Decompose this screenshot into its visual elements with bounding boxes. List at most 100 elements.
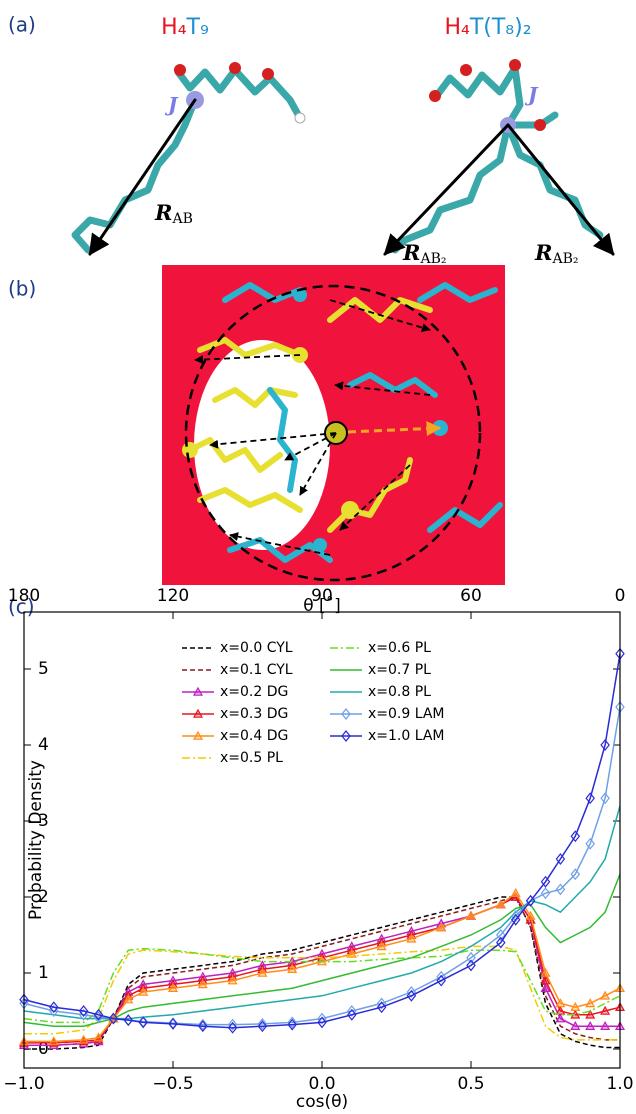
molecule-right (383, 59, 615, 256)
data-point (466, 959, 476, 972)
legend-label: x=0.6 PL (368, 640, 431, 656)
data-point (347, 1005, 357, 1017)
data-point (465, 910, 477, 920)
joint-label: J (164, 93, 179, 117)
data-point (570, 868, 581, 881)
series-line (24, 896, 620, 1050)
data-point (585, 792, 595, 805)
vector-label: RAB (154, 200, 193, 228)
vector-symbol: R (154, 200, 172, 225)
series (23, 947, 621, 1024)
vector-sub: AB (171, 211, 192, 227)
y-tick-label: 5 (38, 659, 49, 679)
data-point (198, 1018, 208, 1031)
data-point (436, 970, 446, 983)
legend-label: x=0.9 LAM (368, 706, 445, 722)
data-point (600, 1005, 611, 1015)
vector-symbol: R (402, 240, 420, 265)
axes-frame (23, 611, 621, 1069)
data-point (570, 1020, 581, 1030)
snapshot (162, 265, 505, 585)
legend: x=0.0 CYL x=0.1 CYL x=0.2 DG x=0.3 DG x=0.4 … (182, 640, 445, 766)
x-tick-label: 1.0 (606, 1074, 633, 1094)
series-line (24, 945, 620, 1041)
data-point (257, 1017, 268, 1030)
legend-label: x=0.4 DG (220, 728, 288, 744)
x-tick-label: 0.0 (308, 1074, 335, 1094)
x-tick-label: 0.5 (457, 1074, 484, 1094)
data-point (287, 963, 298, 973)
data-point (198, 1020, 208, 1033)
x-axis-label: cos(θ) (296, 1092, 348, 1112)
series-line (23, 873, 621, 1027)
data-point (346, 948, 357, 958)
label-part: T (469, 15, 484, 40)
x-tick-label: −0.5 (152, 1074, 193, 1094)
data-point (168, 1017, 178, 1030)
legend-label: x=0.5 PL (220, 750, 283, 766)
data-point (317, 1012, 327, 1025)
data-point (525, 910, 536, 920)
data-point (376, 997, 387, 1010)
legend-label: x=0.7 PL (368, 662, 431, 678)
top-tick-label: 0 (615, 586, 626, 606)
data-point (540, 975, 551, 985)
data-point (93, 1008, 104, 1021)
data-point (167, 982, 179, 992)
data-point (540, 967, 551, 977)
data-point (496, 929, 506, 941)
data-point (78, 1034, 89, 1044)
legend-label: x=0.1 CYL (220, 662, 293, 678)
y-axis-label: Probability Density (26, 760, 46, 920)
top-tick-label: 120 (157, 586, 189, 606)
data-point (257, 1020, 268, 1033)
data-point (341, 730, 351, 742)
series (19, 647, 625, 1034)
label-part: (T₈)₂ (483, 15, 531, 40)
vector-symbol: R (534, 240, 552, 265)
data-point (555, 998, 566, 1008)
joint-label: J (524, 83, 539, 107)
series-line (24, 892, 621, 1043)
legend-label: x=0.3 DG (220, 706, 288, 722)
series-line (23, 653, 621, 1029)
data-point (49, 1001, 59, 1014)
x-tick-label: −1.0 (3, 1074, 44, 1094)
data-point (585, 1009, 596, 1019)
vector-sub: AB₂ (419, 251, 446, 267)
data-point (192, 708, 204, 718)
molecule-left (71, 62, 306, 256)
series-line (23, 947, 621, 1024)
data-point (257, 967, 268, 977)
label-part: H₄ (161, 15, 187, 40)
data-point (540, 887, 551, 900)
data-point (347, 1008, 357, 1021)
legend-label: x=0.2 DG (220, 684, 288, 700)
data-point (600, 990, 611, 1000)
panel-label: (a) (8, 13, 36, 37)
data-point (555, 883, 566, 896)
molecule-label: H₄T₉ (161, 15, 209, 40)
data-point (406, 986, 417, 998)
top-tick-label: 60 (460, 586, 482, 606)
vector-label: RAB₂ (402, 240, 446, 268)
data-point (197, 979, 208, 989)
data-point (555, 1005, 566, 1015)
data-point (227, 975, 238, 985)
data-point (570, 830, 581, 843)
data-point (555, 1013, 566, 1023)
data-point (510, 913, 521, 926)
data-point (510, 887, 521, 897)
data-point (600, 792, 610, 805)
data-point (436, 974, 446, 987)
vector-sub: AB₂ (551, 251, 578, 267)
data-point (78, 1005, 89, 1017)
legend-label: x=0.0 CYL (220, 640, 293, 656)
vector-label: RAB₂ (534, 240, 578, 268)
data-point (496, 936, 506, 949)
label-part: H₄ (444, 15, 470, 40)
data-point (93, 1032, 104, 1042)
panel-label: (b) (8, 277, 36, 301)
data-point (123, 994, 134, 1004)
